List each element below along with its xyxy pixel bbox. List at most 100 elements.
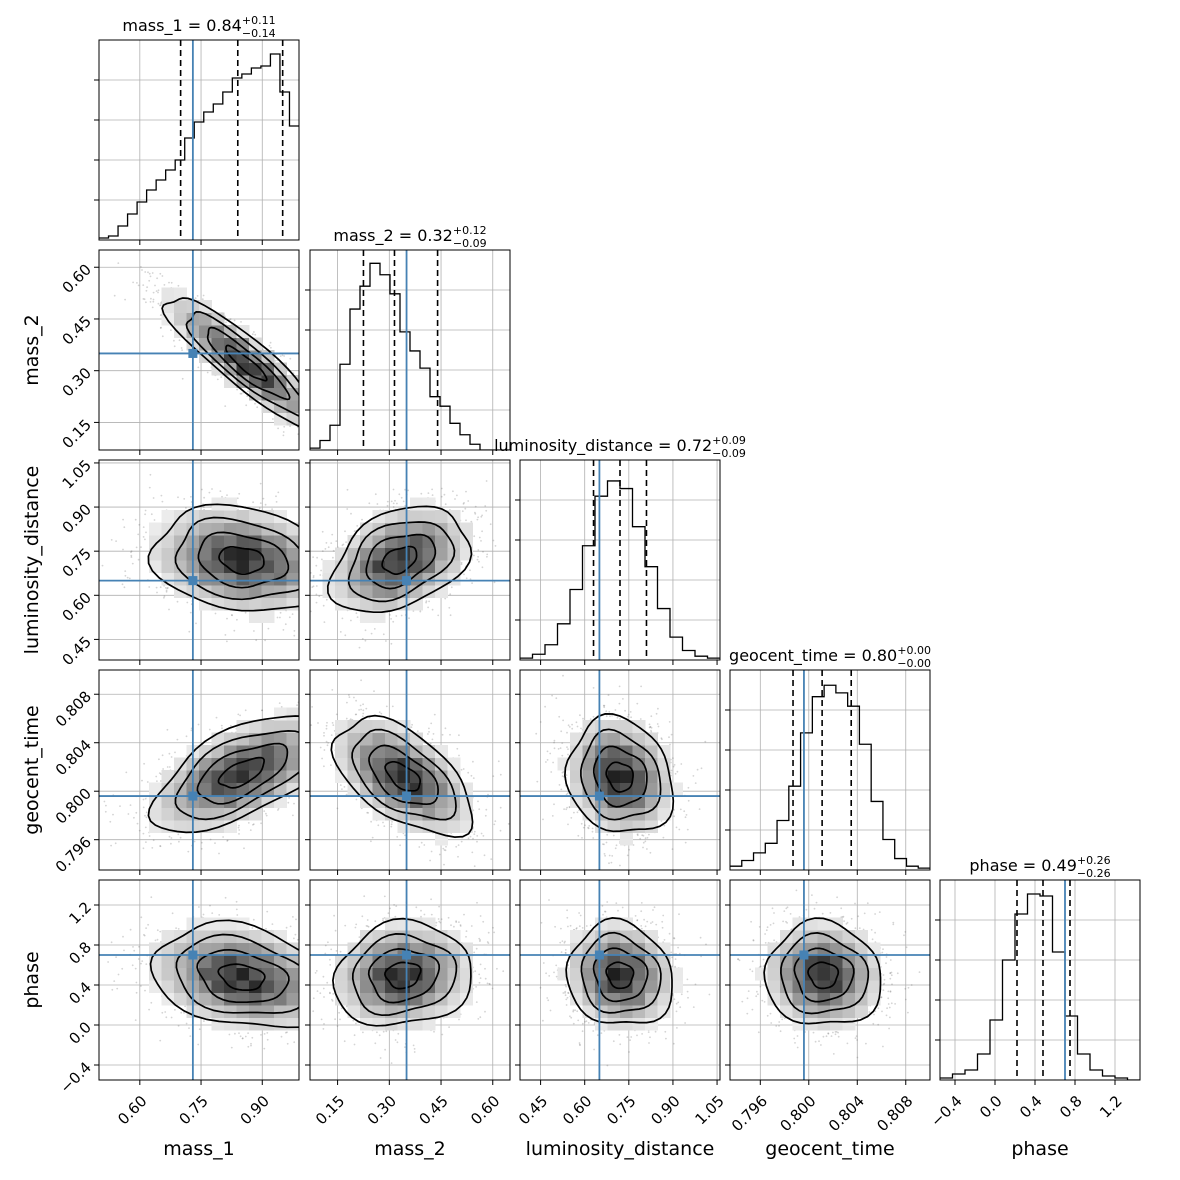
scatter-point bbox=[245, 404, 248, 407]
density-cell bbox=[174, 535, 187, 548]
scatter-point bbox=[302, 409, 304, 411]
scatter-point bbox=[431, 488, 433, 491]
scatter-point bbox=[134, 518, 137, 521]
density-cell bbox=[274, 387, 287, 401]
scatter-point bbox=[465, 519, 467, 522]
scatter-point bbox=[485, 480, 488, 482]
panel-frame bbox=[309, 249, 511, 451]
contour-line bbox=[174, 516, 299, 601]
scatter-point bbox=[463, 502, 465, 504]
scatter-point bbox=[307, 583, 309, 585]
density-cell bbox=[149, 535, 162, 548]
scatter-point bbox=[335, 540, 338, 542]
scatter-point bbox=[344, 634, 347, 637]
density-cell bbox=[274, 547, 287, 561]
scatter-point bbox=[478, 560, 480, 563]
scatter-point bbox=[264, 639, 266, 642]
density-cell bbox=[236, 572, 250, 586]
density-cell bbox=[224, 560, 237, 573]
scatter-point bbox=[259, 482, 262, 485]
scatter-point bbox=[370, 632, 373, 635]
scatter-point bbox=[302, 414, 304, 416]
density-cell bbox=[261, 610, 275, 623]
density-cell bbox=[249, 597, 262, 611]
scatter-point bbox=[142, 298, 145, 300]
scatter-point bbox=[214, 612, 217, 615]
scatter-point bbox=[305, 581, 307, 583]
scatter-point bbox=[444, 597, 447, 600]
scatter-point bbox=[392, 502, 395, 505]
scatter-point bbox=[306, 392, 308, 394]
scatter-point bbox=[180, 347, 183, 349]
density-cell bbox=[261, 572, 275, 586]
scatter-point bbox=[142, 526, 145, 528]
scatter-point bbox=[431, 494, 434, 496]
density-cell bbox=[261, 375, 275, 388]
scatter-point bbox=[157, 289, 160, 292]
scatter-point bbox=[461, 510, 464, 513]
scatter-point bbox=[431, 608, 434, 611]
scatter-point bbox=[443, 493, 446, 496]
scatter-point bbox=[306, 603, 308, 605]
scatter-point bbox=[364, 639, 367, 642]
y-tick-label: 0.60 bbox=[59, 261, 95, 297]
scatter-point bbox=[276, 359, 279, 362]
title-equals: = bbox=[183, 16, 207, 35]
scatter-point bbox=[299, 416, 301, 418]
scatter-point bbox=[306, 411, 308, 413]
scatter-point bbox=[302, 572, 304, 574]
title-equals: = bbox=[1018, 856, 1042, 875]
scatter-point bbox=[312, 556, 314, 558]
scatter-point bbox=[144, 509, 147, 512]
scatter-point bbox=[315, 585, 318, 587]
density-cell bbox=[211, 337, 225, 351]
title-equals: = bbox=[838, 646, 862, 665]
scatter-point bbox=[225, 321, 227, 324]
scatter-point bbox=[220, 376, 223, 378]
scatter-point bbox=[283, 425, 286, 428]
scatter-point bbox=[303, 394, 305, 396]
scatter-point bbox=[306, 372, 308, 374]
scatter-point bbox=[394, 499, 396, 502]
scatter-point bbox=[373, 628, 376, 630]
scatter-point bbox=[251, 333, 254, 336]
density-cell bbox=[174, 312, 187, 326]
scatter-point bbox=[156, 277, 159, 280]
scatter-point bbox=[177, 284, 180, 287]
scatter-point bbox=[325, 542, 328, 544]
scatter-point bbox=[478, 536, 481, 539]
panel-background bbox=[99, 40, 299, 240]
panel-2d-mass_2-luminosity_distance bbox=[305, 459, 511, 665]
contour-line bbox=[218, 546, 265, 576]
scatter-point bbox=[306, 412, 308, 414]
scatter-point bbox=[300, 411, 302, 413]
scatter-point bbox=[303, 385, 305, 387]
scatter-point bbox=[428, 600, 430, 603]
scatter-point bbox=[400, 496, 403, 499]
scatter-point bbox=[302, 585, 304, 587]
contour-line bbox=[197, 531, 290, 589]
title-mass_1: mass_1 = 0.84+0.11 −0.14 bbox=[122, 14, 275, 40]
scatter-point bbox=[389, 614, 391, 616]
scatter-point bbox=[269, 341, 272, 344]
y-tick-label: 0.30 bbox=[59, 364, 95, 400]
histogram-mass_1 bbox=[99, 53, 299, 239]
scatter-point bbox=[190, 495, 192, 498]
title-err-plus: +0.00 bbox=[897, 644, 931, 657]
scatter-point bbox=[185, 507, 187, 509]
scatter-point bbox=[145, 289, 148, 292]
scatter-point bbox=[404, 488, 406, 491]
scatter-point bbox=[173, 345, 176, 348]
scatter-point bbox=[277, 491, 280, 494]
scatter-point bbox=[303, 401, 305, 403]
density-cell bbox=[236, 375, 250, 388]
title-param: mass_1 bbox=[122, 16, 182, 36]
density-cell bbox=[199, 560, 212, 573]
scatter-point bbox=[467, 500, 470, 502]
x-tick-label: 1.2 bbox=[1096, 1092, 1126, 1122]
scatter-point bbox=[233, 629, 236, 632]
x-tick-label: 0.8 bbox=[1056, 1092, 1086, 1122]
scatter-point bbox=[137, 284, 140, 287]
scatter-point bbox=[252, 501, 255, 504]
scatter-point bbox=[356, 616, 359, 618]
